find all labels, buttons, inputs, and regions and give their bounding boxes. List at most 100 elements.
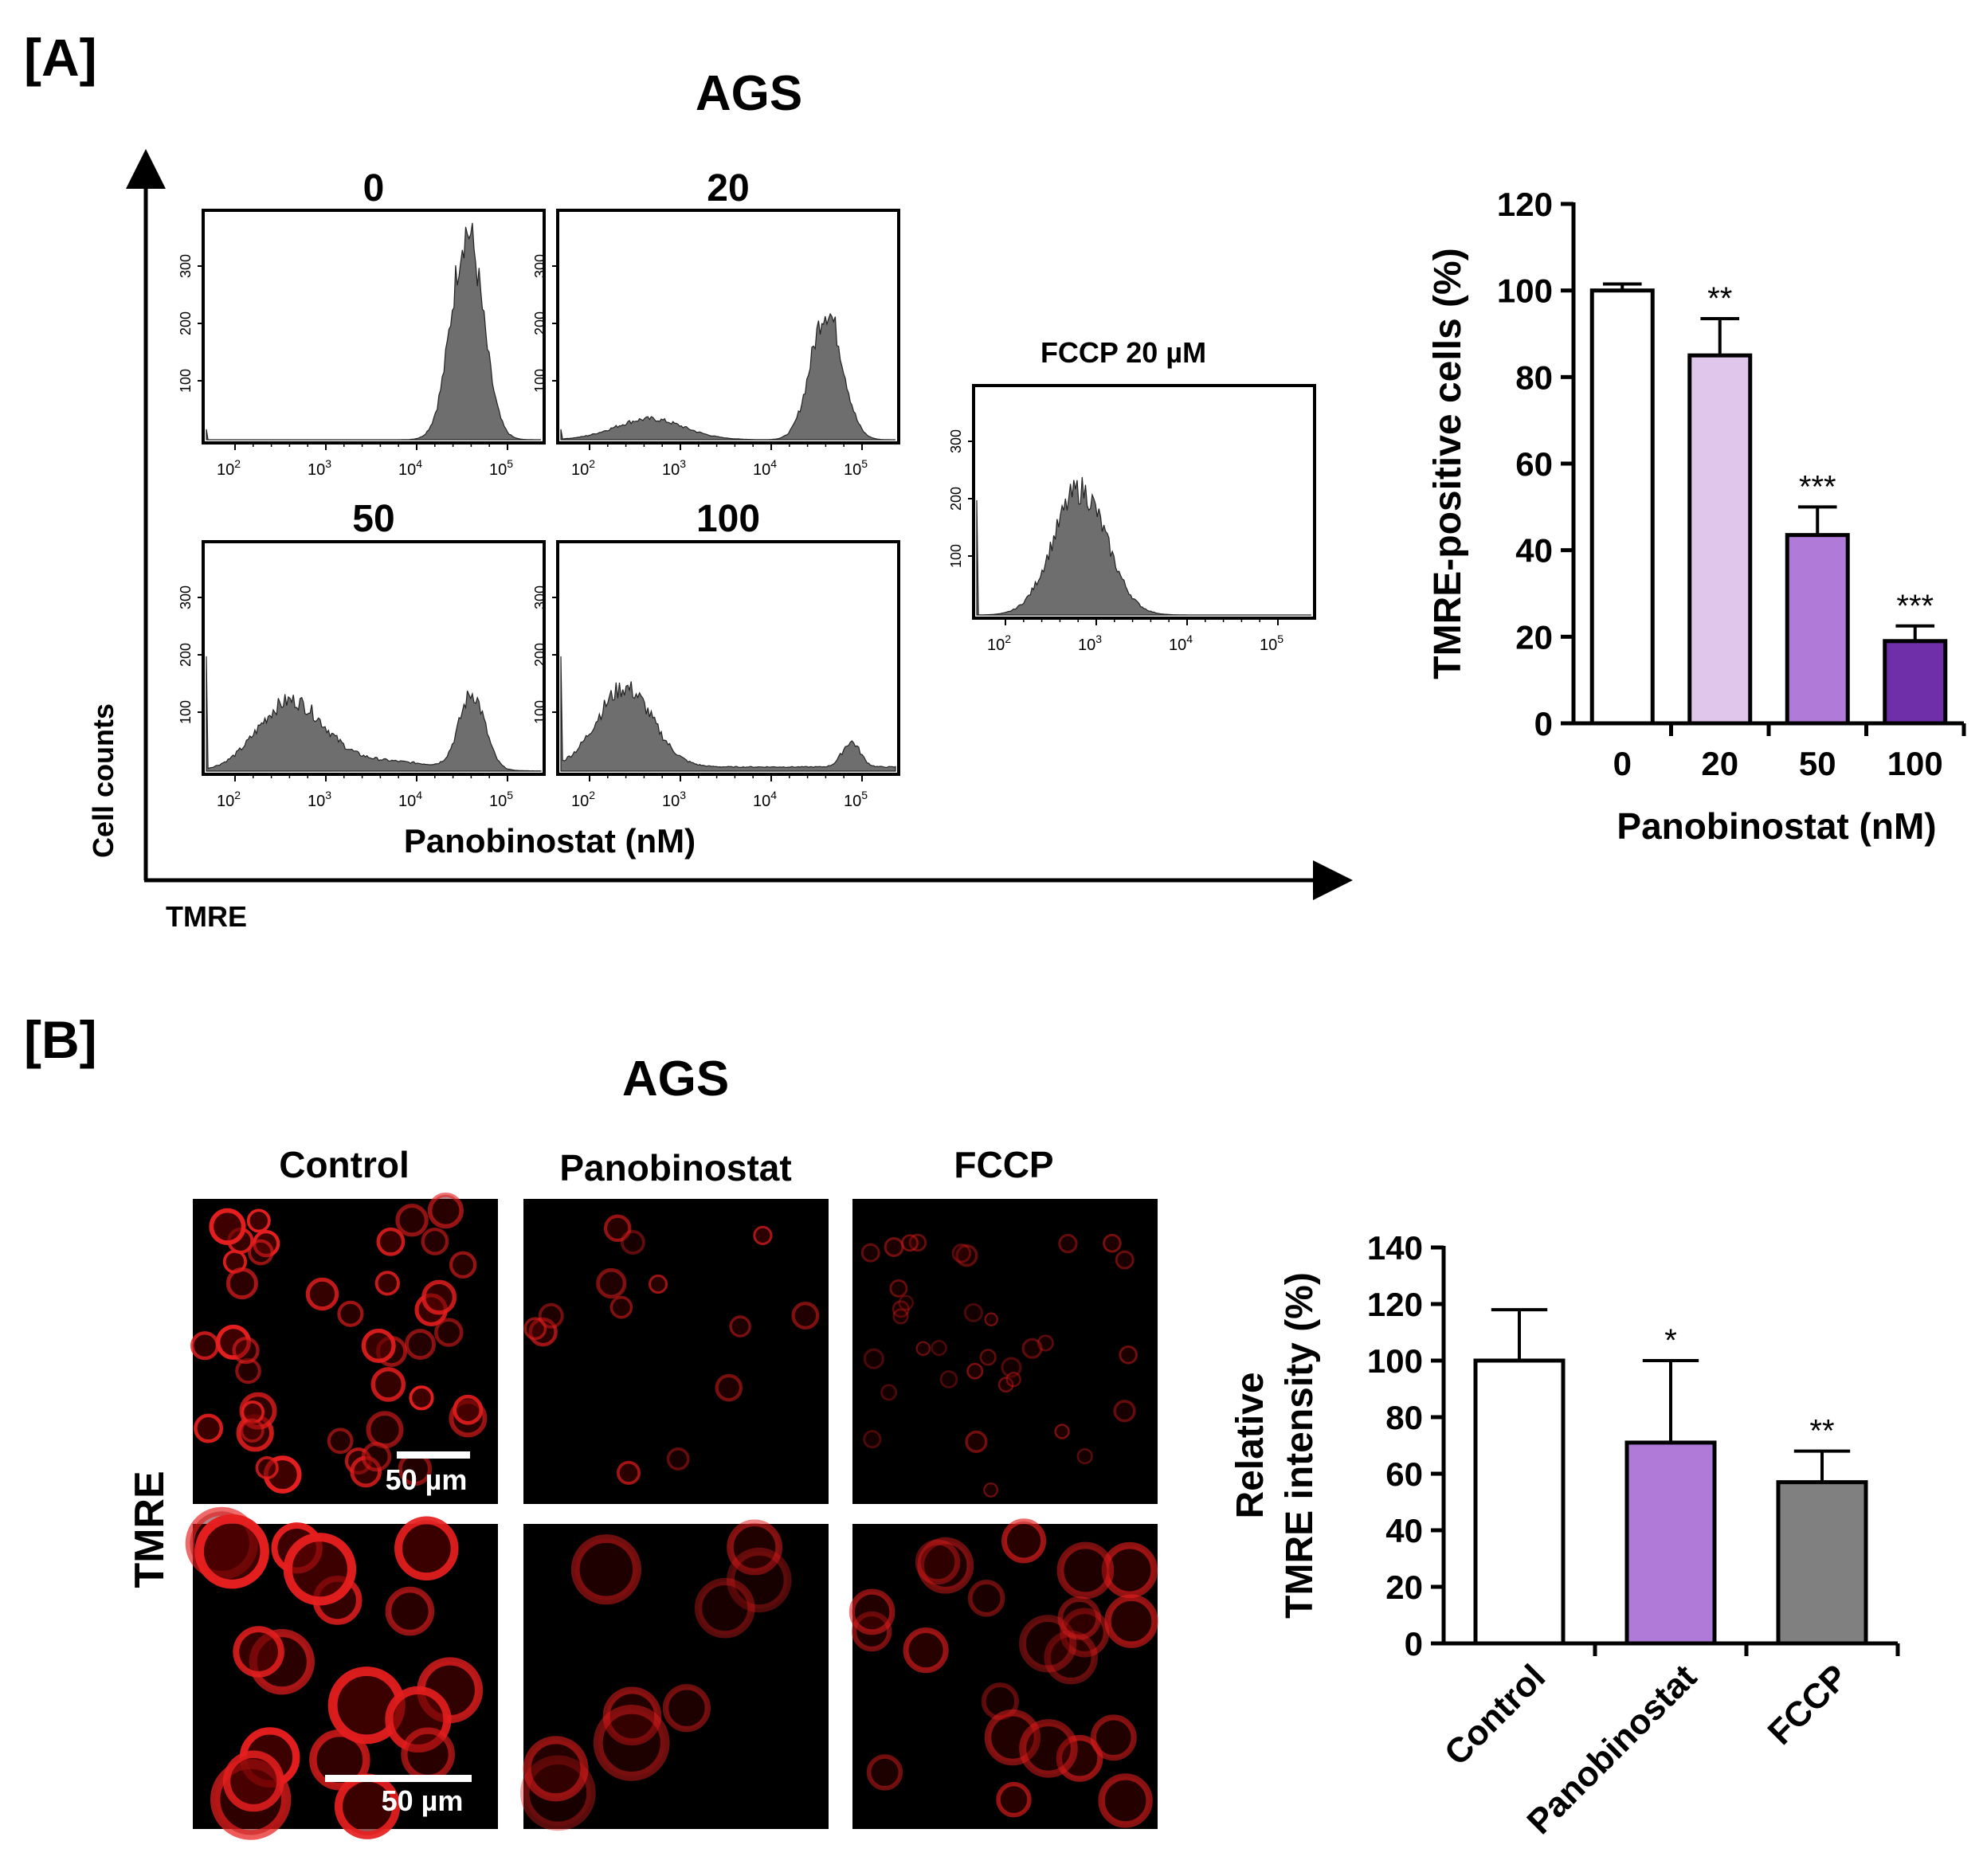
cell: [246, 1208, 271, 1233]
x-tick-label: 50: [1799, 745, 1836, 782]
cell: [376, 1227, 406, 1256]
cell: [361, 1328, 396, 1363]
cell: [863, 1430, 882, 1449]
cell: [903, 1627, 949, 1674]
microscopy-grid: [185, 1193, 1158, 1840]
y-tick-label: 80: [1385, 1399, 1423, 1436]
column-label-control: Control: [279, 1144, 410, 1185]
bar: [1687, 353, 1753, 726]
cell: [404, 1329, 436, 1361]
histogram-area: [206, 656, 542, 772]
bar: [1776, 1480, 1868, 1646]
x-tick-label: 104: [753, 789, 777, 810]
x-tick-label: 103: [1078, 633, 1102, 654]
cell: [901, 1234, 919, 1252]
y-tick-label: 100: [948, 544, 964, 568]
cell: [966, 1362, 984, 1380]
x-tick-label: 103: [308, 789, 331, 810]
cell: [666, 1447, 690, 1471]
cell: [235, 1357, 261, 1384]
x-tick-label: 102: [571, 457, 595, 479]
cell: [427, 1193, 464, 1229]
cell: [662, 1684, 711, 1733]
cell: [880, 1384, 898, 1401]
cell: [520, 1755, 596, 1831]
cell: [327, 1428, 354, 1455]
y-axis-label: Relative: [1229, 1372, 1272, 1518]
cell: [1090, 1714, 1137, 1761]
x-tick-label: 104: [1169, 633, 1193, 654]
cell: [401, 1727, 455, 1782]
x-tick-label: 103: [662, 457, 686, 479]
cell: [979, 1349, 997, 1366]
cell: [241, 1400, 265, 1424]
column-label-fccp: FCCP: [954, 1144, 1053, 1185]
cell: [729, 1315, 751, 1337]
cell: [791, 1301, 820, 1330]
cell: [1037, 1334, 1054, 1352]
cell: [374, 1271, 400, 1296]
y-tick-label: 0: [1405, 1625, 1423, 1663]
y-tick-label: 300: [948, 429, 964, 453]
flow-x-axis-label: TMRE: [166, 900, 247, 933]
x-tick-label: 105: [1260, 633, 1283, 654]
y-tick-label: 100: [532, 369, 548, 393]
cell: [848, 1588, 895, 1635]
y-tick-label: 200: [178, 311, 194, 335]
cell: [421, 1227, 449, 1255]
y-tick-label: 80: [1515, 358, 1553, 396]
cell: [409, 1385, 434, 1411]
x-tick-label: 0: [1613, 745, 1632, 782]
x-tick-label: 105: [844, 457, 868, 479]
micrograph-tile: [852, 1199, 1158, 1504]
cell: [1104, 1594, 1158, 1648]
cell: [983, 1482, 999, 1498]
significance-label: **: [1707, 281, 1732, 316]
cell: [648, 1274, 668, 1294]
cell: [967, 1580, 1005, 1617]
y-tick-label: 100: [178, 369, 194, 393]
micrograph-tile: [523, 1199, 829, 1504]
histogram-100: 100 300 200 100 102 103 104 105: [532, 498, 900, 810]
y-tick-label: 0: [1534, 705, 1553, 742]
histogram-area: [206, 222, 541, 441]
cell: [1057, 1596, 1102, 1640]
cell: [996, 1781, 1032, 1818]
cell: [884, 1236, 904, 1258]
cell: [898, 1294, 914, 1311]
column-label-panobinostat: Panobinostat: [559, 1147, 791, 1189]
histogram-50: 50 300 200 100 102 103 104 105: [178, 498, 546, 810]
x-tick-label: Control: [1437, 1657, 1553, 1772]
y-tick-label: 200: [532, 643, 548, 667]
cell: [449, 1251, 477, 1279]
cell: [1056, 1541, 1115, 1600]
cell: [1021, 1337, 1043, 1359]
cell: [309, 1729, 370, 1791]
cell: [216, 1324, 252, 1360]
cell: [892, 1300, 910, 1318]
cell: [1060, 1608, 1110, 1658]
cell: [190, 1331, 220, 1361]
panel-a-title: AGS: [696, 66, 802, 121]
histogram-title: 50: [352, 498, 394, 540]
scale-bar-line: [325, 1775, 472, 1782]
flow-y-axis-label: Cell counts: [87, 703, 120, 858]
cell: [860, 1243, 880, 1263]
histogram-title: FCCP 20 µM: [1040, 336, 1206, 369]
significance-label: *: [1664, 1323, 1677, 1358]
y-tick-label: 100: [1497, 272, 1553, 310]
scale-bar-label: 50 µm: [386, 1463, 468, 1496]
x-tick-label: 100: [1887, 745, 1943, 782]
cell: [593, 1704, 670, 1781]
cell: [209, 1208, 246, 1245]
x-tick-label: 104: [398, 457, 422, 479]
y-tick-label: 200: [532, 311, 548, 335]
y-axis-label: TMRE-positive cells (%): [1427, 248, 1469, 679]
cell: [394, 1516, 459, 1581]
cell: [1001, 1518, 1047, 1564]
y-tick-label: 300: [532, 254, 548, 278]
significance-label: **: [1809, 1414, 1834, 1449]
cell: [620, 1230, 645, 1255]
cell: [1098, 1773, 1153, 1828]
x-tick-label: 102: [217, 789, 241, 810]
